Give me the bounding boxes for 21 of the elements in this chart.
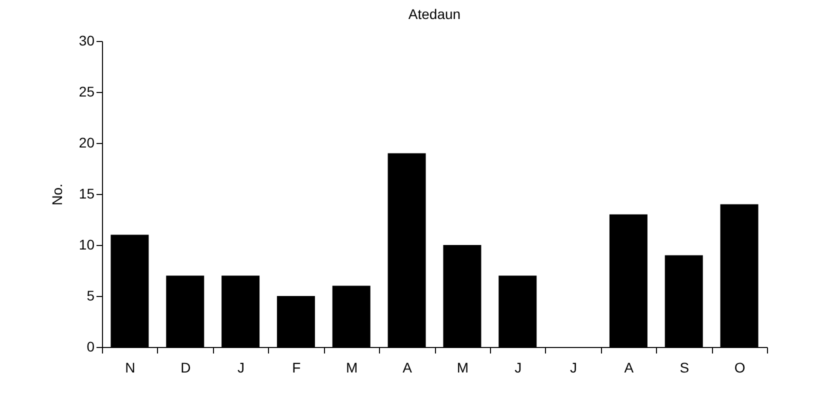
- x-tick-label: A: [402, 360, 413, 376]
- x-tick-label: M: [346, 360, 358, 376]
- x-tick-label: F: [292, 360, 301, 376]
- y-tick-label: 30: [78, 32, 95, 48]
- y-tick-label: 5: [86, 288, 95, 304]
- x-tick-label: M: [456, 360, 469, 376]
- y-tick-label: 25: [78, 84, 95, 100]
- y-tick-label: 0: [86, 338, 95, 354]
- x-tick-label: A: [624, 360, 634, 376]
- y-tick-label: 15: [78, 186, 95, 202]
- y-axis-title: No.: [48, 184, 65, 206]
- x-tick-label: D: [180, 360, 191, 376]
- x-tick-label: O: [734, 360, 746, 376]
- x-tick-label: N: [125, 360, 136, 376]
- x-tick-label: J: [570, 360, 578, 376]
- chart-title: Atedaun: [408, 6, 461, 22]
- y-tick-label: 10: [78, 236, 95, 252]
- x-tick-label: S: [680, 360, 690, 376]
- x-tick-label: J: [238, 360, 245, 376]
- x-tick-label: J: [514, 360, 522, 376]
- y-tick-label: 20: [78, 134, 95, 150]
